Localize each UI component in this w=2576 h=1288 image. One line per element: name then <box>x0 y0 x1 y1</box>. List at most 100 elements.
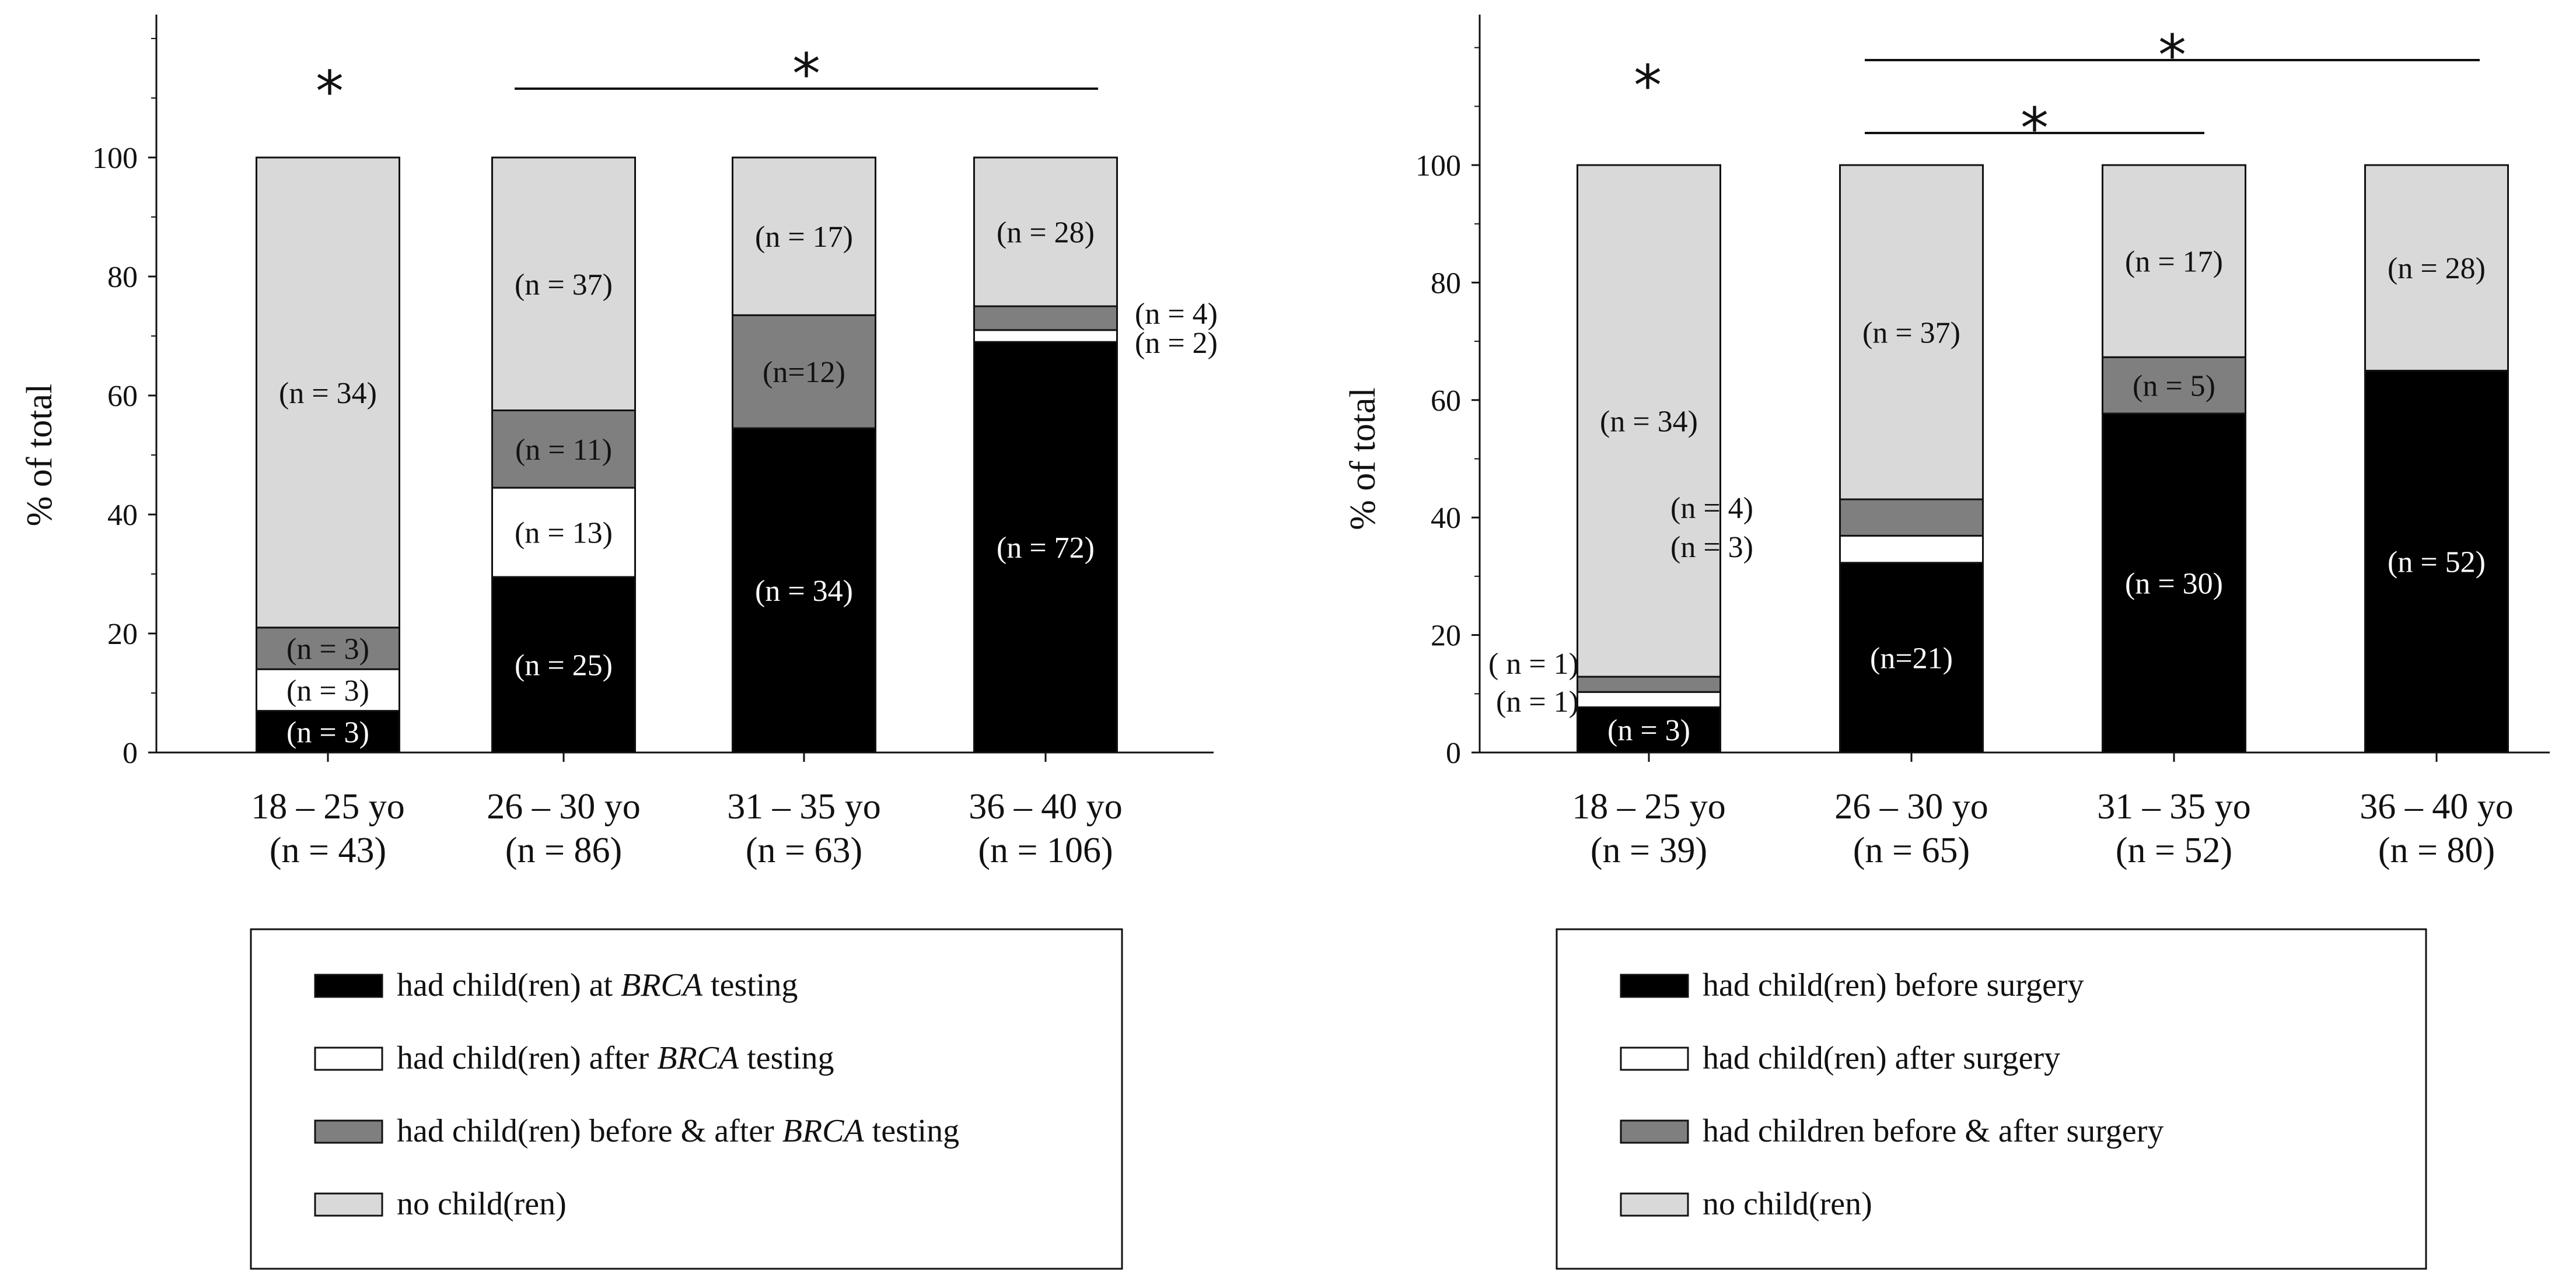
segment-label: (n = 34) <box>1600 405 1698 439</box>
x-tick-label: 18 – 25 yo <box>251 787 405 827</box>
legend-text-part: BRCA <box>621 967 703 1003</box>
segment-label: (n = 3) <box>1607 714 1690 747</box>
bar-segment <box>973 329 1118 343</box>
legend-text-part: no child(ren) <box>1703 1186 1872 1222</box>
legend-text-part: no child(ren) <box>397 1186 567 1222</box>
y-tick-label: 20 <box>1431 620 1461 653</box>
bar-segment <box>2364 164 2509 372</box>
bar-segment <box>973 156 1118 307</box>
segment-label: ( n = 1) <box>1488 648 1579 681</box>
legend-item-label: had child(ren) before surgery <box>1703 967 2084 1003</box>
segment-label: (n = 4) <box>1135 298 1218 331</box>
legend-text-part: testing <box>702 967 798 1003</box>
segment-label: (n = 37) <box>1862 316 1960 349</box>
segment-label: (n = 30) <box>2125 567 2223 600</box>
legend-text-part: had child(ren) at <box>397 967 621 1003</box>
x-tick-label: 18 – 25 yo <box>1572 787 1726 827</box>
bar-segment <box>256 626 400 670</box>
x-tick-sublabel: (n = 106) <box>978 831 1113 870</box>
y-tick-label: 100 <box>92 142 138 175</box>
bar-segment <box>2102 164 2246 358</box>
x-tick-label: 26 – 30 yo <box>487 787 641 827</box>
legend-item-label: had child(ren) after BRCA testing <box>397 1040 834 1076</box>
bar-segment <box>256 156 400 629</box>
legend-swatch <box>314 1119 383 1144</box>
segment-label: (n = 25) <box>515 649 613 682</box>
legend-box <box>1556 928 2427 1270</box>
segment-label: (n = 34) <box>279 377 377 410</box>
legend-text-part: BRCA <box>657 1040 739 1076</box>
significance-star: * <box>1634 53 1662 118</box>
bar-segment <box>491 156 636 411</box>
x-tick-label: 36 – 40 yo <box>969 787 1123 827</box>
legend-text-part: testing <box>864 1113 959 1149</box>
legend-text-part: testing <box>739 1040 834 1076</box>
bar-segment <box>2364 369 2509 754</box>
significance-star: * <box>2158 23 2186 88</box>
segment-label: (n = 2) <box>1135 327 1218 360</box>
legend-item-label: had child(ren) at BRCA testing <box>397 967 798 1003</box>
legend-item-label: had children before & after surgery <box>1703 1113 2163 1149</box>
segment-label: (n = 5) <box>2133 370 2215 403</box>
bar-segment <box>1577 706 1721 754</box>
bar-segment <box>973 341 1118 754</box>
legend-text-part: had child(ren) after <box>397 1040 657 1076</box>
segment-label: (n=21) <box>1870 642 1953 675</box>
legend-item-label: no child(ren) <box>397 1186 567 1222</box>
bar-segment <box>732 314 876 429</box>
x-tick-sublabel: (n = 43) <box>270 831 386 870</box>
legend-item-label: no child(ren) <box>1703 1186 1872 1222</box>
segment-label: (n = 17) <box>755 220 853 254</box>
bar-segment <box>1577 164 1721 678</box>
segment-label: (n = 28) <box>2388 252 2486 285</box>
bar-segment <box>256 710 400 754</box>
y-tick-label: 0 <box>123 737 138 770</box>
legend-text-part: had child(ren) before surgery <box>1703 967 2084 1003</box>
legend-item-label: had child(ren) before & after BRCA testi… <box>397 1113 959 1149</box>
legend-swatch <box>1620 1119 1689 1144</box>
segment-label: (n = 3) <box>286 716 369 749</box>
bar-segment <box>1839 164 1984 501</box>
legend-text-part: had children before & after surgery <box>1703 1113 2163 1149</box>
segment-label: (n = 3) <box>286 633 369 666</box>
x-tick-sublabel: (n = 86) <box>505 831 622 870</box>
y-tick-label: 40 <box>107 499 138 532</box>
bar-segment <box>1839 534 1984 564</box>
segment-label: (n = 34) <box>755 575 853 608</box>
y-tick-label: 60 <box>1431 384 1461 418</box>
legend-swatch <box>1620 1192 1689 1217</box>
bar-segment <box>1577 676 1721 693</box>
y-axis-title: % of total <box>20 384 60 527</box>
y-tick-label: 100 <box>1415 149 1461 183</box>
y-tick-label: 20 <box>107 618 138 651</box>
bar-segment <box>1577 691 1721 708</box>
y-axis-title: % of total <box>1343 387 1383 530</box>
x-tick-label: 36 – 40 yo <box>2360 787 2514 827</box>
legend-text-part: BRCA <box>782 1113 865 1149</box>
segment-label: (n = 4) <box>1670 492 1753 525</box>
significance-star: * <box>792 41 820 107</box>
segment-label: (n = 3) <box>1670 531 1753 564</box>
legend-swatch <box>314 1046 383 1071</box>
legend-swatch <box>1620 1046 1689 1071</box>
bar-segment <box>1839 498 1984 537</box>
x-tick-label: 31 – 35 yo <box>2097 787 2251 827</box>
y-tick-label: 40 <box>1431 502 1461 535</box>
y-tick-label: 80 <box>107 261 138 294</box>
y-tick-label: 60 <box>107 380 138 413</box>
x-tick-sublabel: (n = 39) <box>1591 831 1707 870</box>
legend-box <box>250 928 1123 1270</box>
bar-segment <box>732 156 876 316</box>
legend-swatch <box>314 974 383 998</box>
x-tick-sublabel: (n = 63) <box>746 831 862 870</box>
y-tick-label: 80 <box>1431 267 1461 300</box>
x-tick-label: 26 – 30 yo <box>1834 787 1988 827</box>
bar-segment <box>732 427 876 754</box>
segment-label: (n=12) <box>763 356 845 389</box>
segment-label: (n = 11) <box>515 433 612 467</box>
x-tick-sublabel: (n = 80) <box>2378 831 2495 870</box>
significance-star: * <box>2021 96 2049 161</box>
legend-text-part: had child(ren) after surgery <box>1703 1040 2060 1076</box>
y-tick-label: 0 <box>1446 737 1461 770</box>
